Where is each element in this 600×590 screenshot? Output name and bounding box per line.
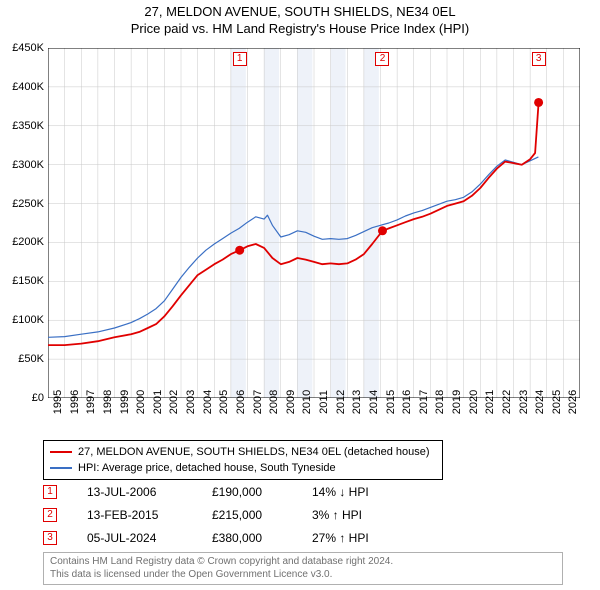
sale-marker-2: 2 xyxy=(43,508,57,522)
y-tick-label: £200K xyxy=(12,236,44,248)
x-tick-label: 2000 xyxy=(135,390,147,414)
sale-diff-2: 3% ↑ HPI xyxy=(312,508,407,522)
y-tick-label: £150K xyxy=(12,275,44,287)
chart-area xyxy=(48,48,580,398)
chart-marker-1: 1 xyxy=(233,52,247,66)
sale-price-1: £190,000 xyxy=(212,485,282,499)
footer-attribution: Contains HM Land Registry data © Crown c… xyxy=(43,552,563,585)
y-tick-label: £0 xyxy=(32,392,44,404)
sale-diff-1: 14% ↓ HPI xyxy=(312,485,407,499)
sale-row-2: 2 13-FEB-2015 £215,000 3% ↑ HPI xyxy=(43,508,407,522)
y-tick-label: £50K xyxy=(18,353,44,365)
x-tick-label: 2010 xyxy=(301,390,313,414)
x-tick-label: 2024 xyxy=(534,390,546,414)
sale-marker-3: 3 xyxy=(43,531,57,545)
sale-date-2: 13-FEB-2015 xyxy=(87,508,182,522)
x-tick-label: 2011 xyxy=(318,390,330,414)
x-tick-label: 2009 xyxy=(285,390,297,414)
x-tick-label: 2005 xyxy=(218,390,230,414)
x-tick-label: 2023 xyxy=(518,390,530,414)
legend-row-hpi: HPI: Average price, detached house, Sout… xyxy=(50,460,436,476)
chart-marker-2: 2 xyxy=(375,52,389,66)
x-tick-label: 2012 xyxy=(335,390,347,414)
y-tick-label: £450K xyxy=(12,42,44,54)
footer-line2: This data is licensed under the Open Gov… xyxy=(50,569,556,582)
title-subtitle: Price paid vs. HM Land Registry's House … xyxy=(0,21,600,36)
x-tick-label: 1999 xyxy=(119,390,131,414)
x-tick-label: 2016 xyxy=(401,390,413,414)
legend-label-hpi: HPI: Average price, detached house, Sout… xyxy=(78,462,336,474)
sale-price-3: £380,000 xyxy=(212,531,282,545)
x-tick-label: 2004 xyxy=(202,390,214,414)
x-tick-label: 2008 xyxy=(268,390,280,414)
footer-line1: Contains HM Land Registry data © Crown c… xyxy=(50,556,556,569)
sale-date-1: 13-JUL-2006 xyxy=(87,485,182,499)
legend-row-property: 27, MELDON AVENUE, SOUTH SHIELDS, NE34 0… xyxy=(50,444,436,460)
x-tick-label: 2003 xyxy=(185,390,197,414)
y-tick-label: £300K xyxy=(12,159,44,171)
chart-container: 27, MELDON AVENUE, SOUTH SHIELDS, NE34 0… xyxy=(0,0,600,590)
chart-svg xyxy=(48,48,580,398)
sale-date-3: 05-JUL-2024 xyxy=(87,531,182,545)
x-tick-label: 2007 xyxy=(252,390,264,414)
y-tick-label: £350K xyxy=(12,120,44,132)
x-tick-label: 1996 xyxy=(69,390,81,414)
sale-price-2: £215,000 xyxy=(212,508,282,522)
chart-marker-3: 3 xyxy=(532,52,546,66)
sale-marker-1: 1 xyxy=(43,485,57,499)
y-tick-label: £100K xyxy=(12,314,44,326)
legend-swatch-property xyxy=(50,451,72,453)
x-tick-label: 2017 xyxy=(418,390,430,414)
x-tick-label: 2021 xyxy=(484,390,496,414)
sale-row-3: 3 05-JUL-2024 £380,000 27% ↑ HPI xyxy=(43,531,407,545)
sale-row-1: 1 13-JUL-2006 £190,000 14% ↓ HPI xyxy=(43,485,407,499)
x-tick-label: 2001 xyxy=(152,390,164,414)
x-tick-label: 1997 xyxy=(85,390,97,414)
x-tick-label: 2019 xyxy=(451,390,463,414)
legend: 27, MELDON AVENUE, SOUTH SHIELDS, NE34 0… xyxy=(43,440,443,480)
x-tick-label: 2018 xyxy=(434,390,446,414)
x-tick-label: 2014 xyxy=(368,390,380,414)
x-tick-label: 2020 xyxy=(468,390,480,414)
x-tick-label: 2015 xyxy=(385,390,397,414)
x-tick-label: 2025 xyxy=(551,390,563,414)
x-tick-label: 2022 xyxy=(501,390,513,414)
y-tick-label: £400K xyxy=(12,81,44,93)
x-tick-label: 2013 xyxy=(351,390,363,414)
title-address: 27, MELDON AVENUE, SOUTH SHIELDS, NE34 0… xyxy=(0,4,600,19)
y-tick-label: £250K xyxy=(12,198,44,210)
x-tick-label: 2026 xyxy=(567,390,579,414)
legend-swatch-hpi xyxy=(50,467,72,469)
x-tick-label: 2006 xyxy=(235,390,247,414)
x-tick-label: 1995 xyxy=(52,390,64,414)
x-tick-label: 1998 xyxy=(102,390,114,414)
x-tick-label: 2002 xyxy=(168,390,180,414)
title-block: 27, MELDON AVENUE, SOUTH SHIELDS, NE34 0… xyxy=(0,0,600,36)
sale-diff-3: 27% ↑ HPI xyxy=(312,531,407,545)
legend-label-property: 27, MELDON AVENUE, SOUTH SHIELDS, NE34 0… xyxy=(78,446,430,458)
